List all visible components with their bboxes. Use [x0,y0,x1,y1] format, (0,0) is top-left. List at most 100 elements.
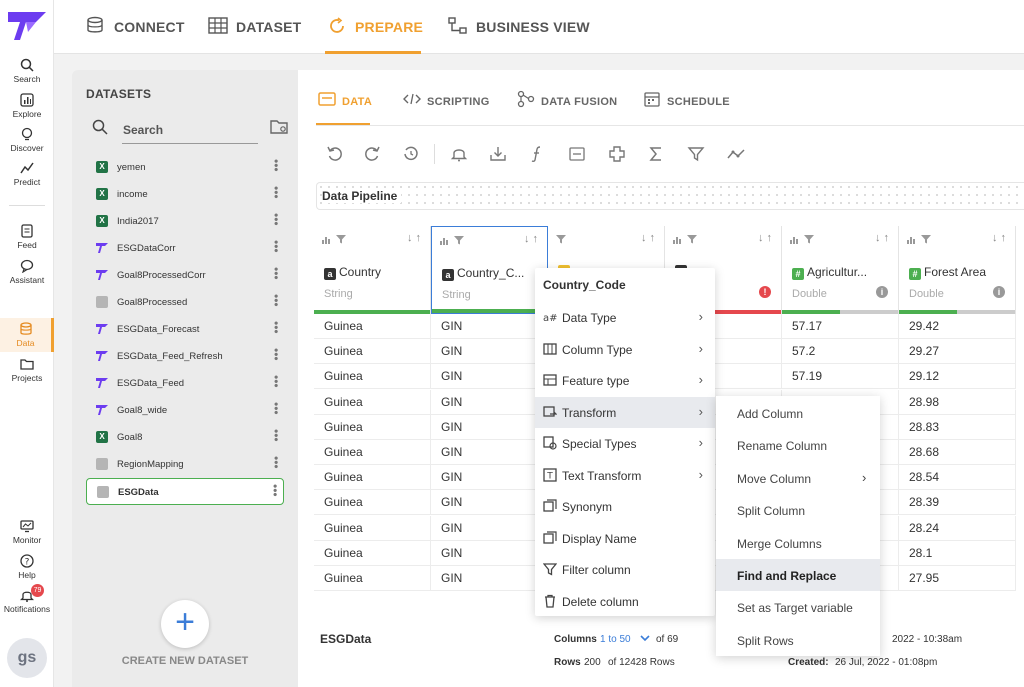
rail-predict[interactable]: Predict [0,161,54,187]
history-icon[interactable] [402,145,420,163]
more-options-icon[interactable]: ••• [269,456,283,469]
rail-help[interactable]: ? Help [0,554,54,580]
more-options-icon[interactable]: ••• [269,375,283,388]
table-cell[interactable]: Guinea [314,389,431,415]
sort-icon[interactable]: ↓↑ [641,232,658,244]
table-cell[interactable]: 57.19 [782,364,899,390]
submenu-item[interactable]: Move Column › [716,462,880,494]
dataset-item[interactable]: X Goal8 ••• [86,424,284,451]
dataset-item[interactable]: X India2017 ••• [86,208,284,235]
table-cell[interactable]: Guinea [314,540,431,566]
table-cell[interactable]: GIN [431,414,548,440]
more-options-icon[interactable]: ••• [269,159,283,172]
rail-explore[interactable]: Explore [0,93,54,119]
filter-icon[interactable] [335,234,346,244]
context-menu-item[interactable]: Synonym [535,491,715,522]
more-options-icon[interactable]: ••• [269,348,283,361]
filter-icon[interactable] [686,234,697,244]
dataset-item[interactable]: ESGData_Feed_Refresh ••• [86,343,284,370]
more-options-icon[interactable]: ••• [269,294,283,307]
table-cell[interactable]: Guinea [314,566,431,591]
function-icon[interactable] [528,145,546,163]
table-cell[interactable] [665,314,782,339]
footer-columns-range[interactable]: 1 to 50 [600,634,631,645]
filter-icon[interactable] [453,235,464,245]
sort-icon[interactable]: ↓↑ [875,232,892,244]
table-cell[interactable]: GIN [431,314,548,339]
submenu-item[interactable]: Add Column [716,397,880,429]
filter-icon[interactable] [687,145,705,163]
more-options-icon[interactable]: ••• [269,213,283,226]
table-cell[interactable]: 29.42 [899,314,1016,339]
table-cell[interactable] [665,339,782,365]
submenu-item[interactable]: Split Rows [716,624,880,656]
create-dataset-button[interactable]: + [161,600,209,648]
dataset-search-input[interactable]: Search [122,120,258,144]
rail-monitor[interactable]: Monitor [0,519,54,545]
filter-icon[interactable] [920,234,931,244]
context-menu-item[interactable]: T Text Transform › [535,460,715,491]
tab-data[interactable]: DATA [316,90,372,126]
context-menu-item[interactable]: Display Name [535,523,715,554]
table-cell[interactable]: GIN [431,465,548,491]
table-cell[interactable]: GIN [431,364,548,390]
context-menu-item[interactable]: Transform › [535,396,715,428]
table-cell[interactable]: GIN [431,540,548,566]
submenu-item[interactable]: Merge Columns [716,527,880,559]
table-cell[interactable]: 57.17 [782,314,899,339]
table-cell[interactable]: Guinea [314,414,431,440]
dataset-item[interactable]: Goal8Processed ••• [86,289,284,316]
error-icon[interactable]: ! [759,286,771,298]
table-cell[interactable]: 28.83 [899,414,1016,440]
column-stats-icon[interactable] [673,234,697,247]
plugin-icon[interactable] [608,145,626,163]
bell-icon[interactable] [450,145,468,163]
table-cell[interactable]: 29.12 [899,364,1016,390]
submenu-item[interactable]: Find and Replace [716,559,880,591]
submenu-item[interactable]: Rename Column [716,429,880,461]
context-menu-item[interactable]: Filter column [535,554,715,585]
more-options-icon[interactable]: ••• [269,429,283,442]
rail-projects[interactable]: Projects [0,357,54,383]
dataset-item[interactable]: ESGData_Forecast ••• [86,316,284,343]
more-options-icon[interactable]: ••• [269,402,283,415]
table-cell[interactable]: Guinea [314,490,431,516]
table-cell[interactable]: 28.24 [899,515,1016,541]
sort-icon[interactable]: ↓↑ [758,232,775,244]
dataset-item[interactable]: Goal8ProcessedCorr ••• [86,262,284,289]
table-cell[interactable]: Guinea [314,339,431,365]
table-cell[interactable]: GIN [431,566,548,591]
sort-icon[interactable]: ↓↑ [992,232,1009,244]
column-stats-icon[interactable] [556,234,566,247]
table-cell[interactable]: GIN [431,389,548,415]
table-cell[interactable]: Guinea [314,314,431,339]
dataset-item[interactable]: ESGData_Feed ••• [86,370,284,397]
dataset-item[interactable]: ESGDataCorr ••• [86,235,284,262]
table-cell[interactable]: 57.2 [782,339,899,365]
table-cell[interactable]: 28.54 [899,465,1016,491]
rail-discover[interactable]: Discover [0,127,54,153]
table-cell[interactable]: Guinea [314,440,431,465]
table-cell[interactable]: 28.1 [899,540,1016,566]
table-cell[interactable]: Guinea [314,465,431,491]
rail-assistant[interactable]: Assistant [0,259,54,285]
redo-icon[interactable] [363,145,381,163]
nav-prepare[interactable]: PREPARE [325,0,423,54]
chevron-down-icon[interactable] [640,633,650,643]
column-stats-icon[interactable] [440,235,464,248]
table-cell[interactable]: 28.68 [899,440,1016,465]
sort-icon[interactable]: ↓↑ [524,233,541,245]
table-cell[interactable]: GIN [431,490,548,516]
filter-icon[interactable] [803,234,814,244]
column-header[interactable]: ↓↑ a Country String [314,226,431,314]
trend-icon[interactable] [727,145,745,163]
sql-icon[interactable] [568,145,586,163]
dataset-item[interactable]: Goal8_wide ••• [86,397,284,424]
sigma-icon[interactable] [647,145,665,163]
dataset-item[interactable]: RegionMapping ••• [86,451,284,478]
filter-icon[interactable] [556,234,566,244]
context-menu-item[interactable]: Column Type › [535,334,715,365]
column-header[interactable]: ↓↑ a Country_C... String [431,226,548,314]
